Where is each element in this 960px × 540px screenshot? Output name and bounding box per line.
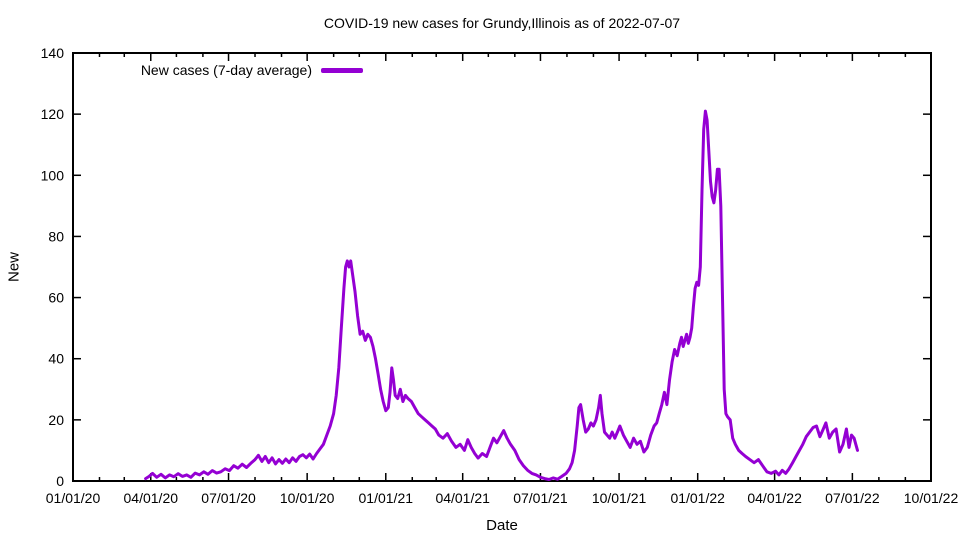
x-tick-label: 07/01/22 [825,490,880,506]
x-tick-label: 07/01/21 [513,490,568,506]
x-tick-label: 07/01/20 [201,490,256,506]
x-tick-label: 04/01/22 [747,490,802,506]
legend-line-sample [321,67,363,73]
x-tick-label: 10/01/21 [592,490,647,506]
y-tick-label: 20 [48,412,64,428]
y-tick-label: 100 [41,167,65,183]
legend: New cases (7-day average) [73,61,363,79]
plot-border [72,52,932,482]
chart-title: COVID-19 new cases for Grundy,Illinois a… [323,15,681,31]
x-tick-label: 10/01/22 [904,490,959,506]
y-tick-label: 120 [41,106,65,122]
x-tick-label: 01/01/22 [670,490,725,506]
x-tick-label: 04/01/20 [124,490,179,506]
legend-label: New cases (7-day average) [140,62,312,78]
y-tick-label: 0 [56,473,64,489]
y-tick-label: 40 [48,351,64,367]
y-tick-label: 80 [48,228,64,244]
x-tick-label: 04/01/21 [435,490,490,506]
new-cases-line [144,109,859,481]
x-axis-label: Date [486,517,518,534]
y-tick-label: 140 [41,45,65,61]
y-tick-label: 60 [48,290,64,306]
x-tick-label: 10/01/20 [280,490,335,506]
x-tick-label: 01/01/20 [46,490,101,506]
x-tick-label: 01/01/21 [359,490,414,506]
